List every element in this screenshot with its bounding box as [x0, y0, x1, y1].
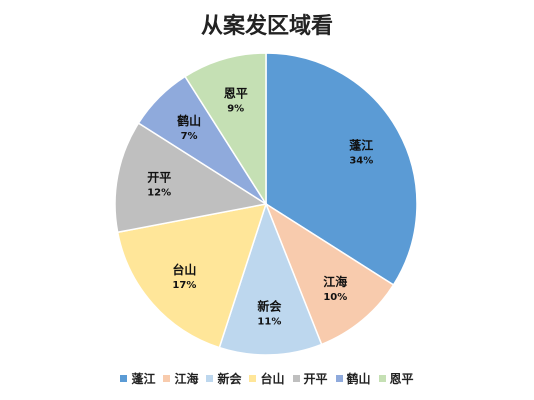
legend-swatch — [335, 375, 343, 382]
legend: 蓬江 江海 新会 台山 开平 鹤山 恩平 — [0, 370, 534, 387]
legend-swatch — [378, 375, 386, 382]
legend-item-0: 蓬江 — [120, 370, 155, 387]
pie-slice-1 — [264, 202, 395, 346]
legend-label: 新会 — [217, 372, 242, 386]
slice-label-4: 开平 — [147, 171, 171, 185]
legend-item-1: 江海 — [163, 370, 198, 387]
legend-item-3: 台山 — [249, 370, 285, 387]
pie-slice-3 — [116, 203, 268, 349]
slice-label-2: 新会 — [257, 299, 282, 314]
slice-label-0: 蓬江 — [349, 138, 373, 153]
legend-swatch — [249, 375, 257, 382]
slice-label-6: 恩平 — [224, 86, 248, 101]
legend-swatch — [292, 375, 300, 382]
legend-item-2: 新会 — [206, 370, 241, 387]
legend-label: 开平 — [303, 372, 328, 386]
legend-label: 蓬江 — [131, 372, 156, 386]
legend-swatch — [206, 375, 214, 382]
slice-value-2: 11% — [257, 317, 281, 328]
slice-label-1: 江海 — [323, 274, 347, 289]
slice-value-4: 12% — [147, 188, 171, 199]
slice-value-1: 10% — [323, 292, 347, 303]
pie-labels: 蓬江 34% 江海 10% 新会 11% 台山 17% 开平 12% 鹤山 7% 恩平 9% — [147, 86, 373, 328]
legend-label: 江海 — [174, 372, 199, 386]
pie-slice-6 — [184, 52, 267, 207]
legend-item-4: 开平 — [292, 370, 328, 387]
slice-label-5: 鹤山 — [177, 113, 201, 128]
slice-value-6: 9% — [227, 104, 244, 115]
legend-label: 鹤山 — [346, 372, 371, 386]
pie-slices — [114, 52, 418, 356]
pie-slice-0 — [265, 52, 418, 286]
slice-value-0: 34% — [349, 156, 373, 167]
legend-item-5: 鹤山 — [335, 370, 371, 387]
legend-label: 台山 — [260, 372, 285, 386]
legend-label: 恩平 — [389, 372, 414, 386]
pie-slice-2 — [218, 201, 323, 356]
pie-slice-4 — [114, 122, 269, 234]
slice-value-3: 17% — [172, 280, 196, 291]
legend-item-6: 恩平 — [378, 370, 414, 387]
slice-value-5: 7% — [181, 131, 198, 142]
chart-title: 从案发区域看 — [200, 14, 333, 39]
legend-swatch — [163, 375, 171, 382]
legend-swatch — [120, 375, 128, 382]
slice-label-3: 台山 — [172, 262, 196, 277]
